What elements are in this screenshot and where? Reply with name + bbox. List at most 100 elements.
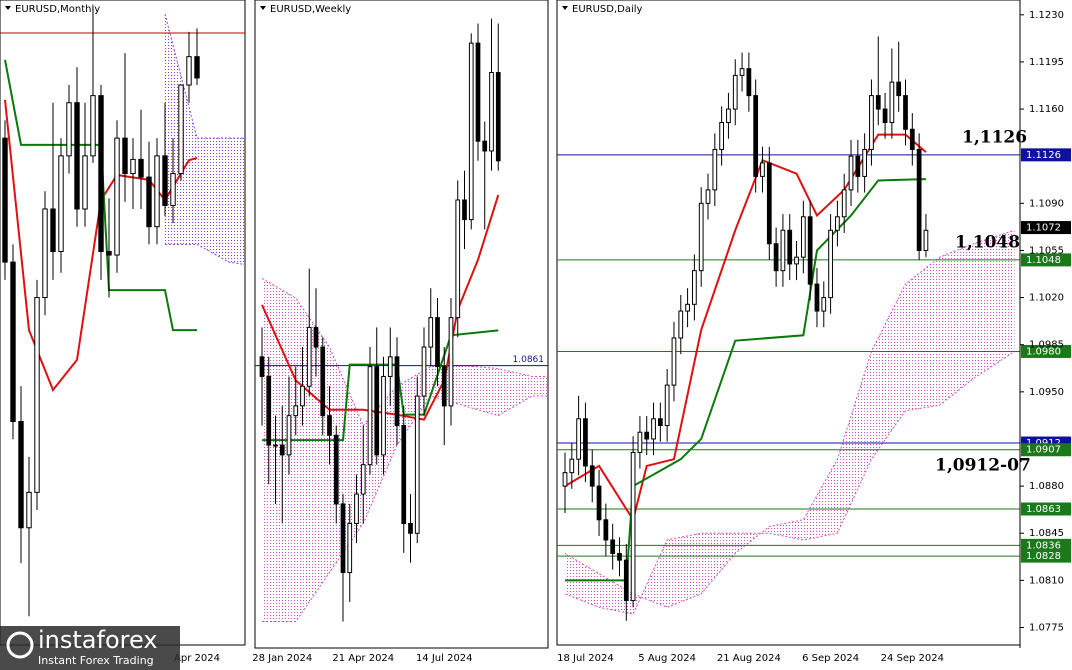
- candle-body: [794, 256, 799, 265]
- level-badge: [1021, 344, 1071, 358]
- chart-panel: Apr 2024 EURUSD,Monthly: [0, 0, 246, 664]
- candle-body: [170, 173, 176, 206]
- y-tick-label: 1.0880: [1029, 481, 1064, 492]
- candle-body: [589, 465, 595, 487]
- candle-body: [495, 72, 501, 162]
- candle-body: [814, 283, 820, 312]
- level-label: 1.1048: [1026, 255, 1061, 266]
- cloud-span: [564, 351, 1015, 615]
- level-label: 1.1126: [1026, 150, 1061, 161]
- candle-body: [106, 250, 112, 256]
- candle-body: [841, 189, 847, 218]
- candle-body: [692, 270, 697, 305]
- candle-body: [462, 199, 467, 221]
- watermark: instaforex Instant Forex Trading: [0, 626, 180, 670]
- candle-body: [569, 458, 575, 474]
- candle-body: [178, 84, 184, 175]
- candle-body: [66, 102, 72, 157]
- candle-body: [617, 552, 622, 561]
- candle-body: [671, 337, 677, 386]
- candle-body: [644, 431, 650, 440]
- candle-body: [26, 491, 32, 529]
- candle-body: [489, 72, 494, 152]
- candle-body: [637, 431, 643, 453]
- chart-panel: 1.11261.10481.09801.09121.09071.08631.08…: [556, 0, 1071, 664]
- candle-body: [869, 95, 874, 150]
- title-arrow: [562, 6, 568, 10]
- candle-body: [387, 356, 393, 377]
- candle-body: [313, 326, 319, 348]
- watermark-tagline: Instant Forex Trading: [38, 654, 154, 667]
- candle-body: [441, 366, 447, 407]
- candle-body: [562, 472, 568, 487]
- level-label: 1.0828: [1026, 551, 1061, 562]
- y-tick-label: 1.0985: [1029, 340, 1064, 351]
- candle-body: [50, 208, 56, 252]
- candle-body: [293, 405, 299, 417]
- candle-body: [333, 434, 339, 505]
- candle-body: [468, 42, 474, 221]
- candle-body: [428, 317, 434, 348]
- candle-body: [90, 95, 96, 157]
- candle-body: [828, 229, 833, 299]
- candle-body: [340, 503, 346, 574]
- candle-body: [746, 68, 752, 97]
- level-badge: [1021, 253, 1071, 267]
- candle-body: [630, 451, 636, 602]
- level-badge: [1021, 502, 1071, 516]
- ichimoku-cloud: [262, 278, 548, 622]
- candle-body: [2, 137, 8, 263]
- annotation: 1,0912-07: [935, 456, 1031, 476]
- candle-body: [903, 95, 908, 130]
- candle-body: [862, 148, 868, 177]
- last-price-label: 1.1072: [1026, 223, 1061, 234]
- candle-body: [896, 81, 902, 97]
- x-tick-label: Apr 2024: [174, 653, 220, 664]
- x-tick-label: 28 Jan 2024: [252, 653, 312, 664]
- x-tick-label: 21 Apr 2024: [332, 653, 394, 664]
- candle-body: [787, 229, 793, 265]
- candle-body: [374, 366, 380, 456]
- candle-body: [58, 155, 64, 252]
- candle-body: [154, 155, 160, 228]
- candle-body: [408, 522, 413, 534]
- candle-body: [162, 155, 168, 206]
- candle-body: [576, 418, 581, 460]
- candle-body: [923, 229, 929, 251]
- candle-body: [800, 216, 806, 258]
- candle-body: [354, 493, 359, 524]
- candle-body: [114, 137, 120, 256]
- candle-body: [875, 95, 881, 110]
- level-badge: [1021, 148, 1071, 162]
- candle-body: [320, 346, 326, 417]
- x-tick-label: 5 Aug 2024: [638, 653, 696, 664]
- candle-body: [259, 356, 265, 377]
- y-tick-label: 1.0775: [1029, 622, 1064, 633]
- candle-body: [347, 522, 353, 574]
- level-label: 1.0907: [1026, 445, 1061, 456]
- candle-body: [678, 310, 684, 339]
- candle-body: [266, 375, 272, 446]
- annotation: 1,1126: [962, 128, 1027, 148]
- candle-body: [194, 56, 200, 79]
- candle-body: [821, 297, 827, 312]
- x-tick-label: 18 Jul 2024: [557, 653, 614, 664]
- chart-title: EURUSD,Daily: [572, 4, 643, 15]
- candle-body: [475, 42, 481, 142]
- level-label: 1.0861: [513, 355, 545, 365]
- candle-body: [698, 202, 704, 272]
- candle-body: [455, 199, 461, 319]
- ichimoku-cloud: [565, 230, 1015, 615]
- candle-body: [34, 297, 40, 493]
- annotation: 1,1048: [955, 233, 1020, 253]
- candle-body: [657, 418, 663, 427]
- level-badge: [1021, 443, 1071, 457]
- candle-body: [306, 326, 312, 387]
- cloud-span: [164, 14, 245, 139]
- chart-title: EURUSD,Weekly: [270, 4, 351, 15]
- candle-body: [766, 162, 772, 245]
- y-tick-label: 1.0810: [1029, 575, 1064, 586]
- x-tick-label: 24 Sep 2024: [881, 653, 944, 664]
- candle-body: [651, 418, 656, 440]
- title-arrow: [5, 6, 11, 10]
